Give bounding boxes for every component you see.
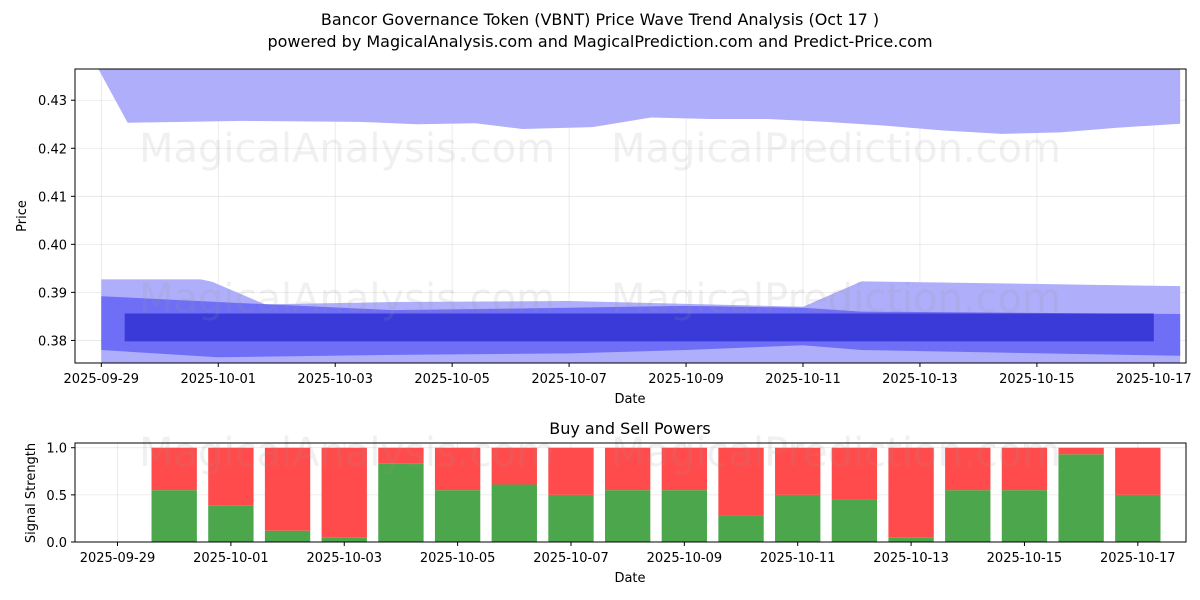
buy-bar [208, 505, 254, 542]
buy-bar [1115, 494, 1161, 542]
sell-bar [1115, 447, 1161, 495]
price-x-axis-label: Date [614, 392, 645, 407]
sell-bar [945, 447, 991, 491]
chart-title: Bancor Governance Token (VBNT) Price Wav… [320, 10, 880, 29]
buy-bar [548, 494, 594, 542]
watermark-analysis-mid: MagicalAnalysis.com [139, 276, 555, 322]
power-x-tick-label: 2025-10-15 [987, 551, 1063, 566]
power-plot-frame [74, 442, 1187, 543]
watermark-prediction-mid: MagicalPrediction.com [611, 276, 1061, 322]
sell-bar [888, 447, 934, 538]
buy-bar [1001, 490, 1048, 542]
watermark-prediction-top: MagicalPrediction.com [611, 126, 1061, 172]
watermark-analysis-bottom: MagicalAnalysis.com [139, 430, 555, 476]
power-x-tick-label: 2025-10-03 [306, 551, 382, 566]
power-chart-title: Buy and Sell Powers [549, 419, 711, 438]
price-x-tick-label: 2025-10-05 [414, 372, 490, 387]
sell-bar [661, 447, 708, 491]
sell-bar [491, 447, 537, 485]
watermark-analysis-top: MagicalAnalysis.com [139, 126, 555, 172]
price-y-tick-label: 0.38 [38, 334, 67, 349]
power-x-tick-label: 2025-10-01 [193, 551, 269, 566]
power-y-tick-label: 1.0 [46, 442, 67, 457]
power-x-tick-label: 2025-10-09 [647, 551, 723, 566]
price-x-tick-label: 2025-09-29 [64, 372, 140, 387]
sell-bar [831, 447, 878, 500]
power-x-axis-label: Date [614, 571, 645, 586]
price-x-tick-label: 2025-10-03 [297, 372, 373, 387]
price-x-tick-label: 2025-10-07 [531, 372, 607, 387]
sell-bar [378, 447, 424, 464]
price-x-tick-label: 2025-10-13 [882, 372, 958, 387]
price-y-tick-label: 0.42 [38, 142, 67, 157]
power-y-tick-label: 0.0 [46, 536, 67, 551]
buy-bar [491, 484, 537, 542]
buy-bar [888, 537, 934, 542]
sell-bar [208, 447, 254, 506]
buy-bar [604, 490, 651, 542]
sell-bar [264, 447, 311, 531]
sell-bar [151, 447, 197, 491]
price-x-tick-label: 2025-10-17 [1116, 372, 1192, 387]
price-x-tick-label: 2025-10-15 [999, 372, 1075, 387]
price-band-0 [98, 69, 1181, 134]
buy-bar [151, 490, 197, 542]
power-x-tick-label: 2025-09-29 [80, 551, 156, 566]
buy-bar [661, 490, 708, 542]
price-x-tick-label: 2025-10-09 [648, 372, 724, 387]
sell-bar [604, 447, 651, 491]
power-y-tick-label: 0.5 [46, 489, 67, 504]
power-x-tick-label: 2025-10-05 [420, 551, 496, 566]
price-y-tick-label: 0.40 [38, 238, 67, 253]
price-x-tick-label: 2025-10-01 [180, 372, 256, 387]
watermark-prediction-bottom: MagicalPrediction.com [611, 430, 1061, 476]
price-y-axis-label: Price [15, 200, 30, 232]
price-band-3 [124, 313, 1154, 342]
price-y-tick-label: 0.39 [38, 286, 67, 301]
buy-bar [264, 530, 311, 542]
buy-bar [831, 499, 878, 542]
power-x-tick-label: 2025-10-07 [533, 551, 609, 566]
buy-bar [1058, 454, 1104, 542]
power-x-tick-label: 2025-10-13 [873, 551, 949, 566]
price-y-tick-label: 0.43 [38, 94, 67, 109]
power-x-tick-label: 2025-10-11 [760, 551, 836, 566]
sell-bar [548, 447, 594, 495]
price-plot-frame [74, 68, 1187, 364]
sell-bar [1001, 447, 1048, 491]
buy-bar [321, 537, 367, 542]
buy-bar [718, 515, 764, 542]
buy-bar [945, 490, 991, 542]
chart-subtitle: powered by MagicalAnalysis.com and Magic… [267, 32, 933, 51]
sell-bar [321, 447, 367, 538]
sell-bar [1058, 447, 1104, 455]
buy-bar [434, 490, 481, 542]
buy-bar [378, 463, 424, 542]
sell-bar [434, 447, 481, 491]
price-bands [98, 69, 1181, 363]
power-y-axis-label: Signal Strength [24, 443, 39, 543]
sell-bar [718, 447, 764, 516]
power-x-tick-label: 2025-10-17 [1100, 551, 1176, 566]
buy-bar [775, 494, 821, 542]
price-x-tick-label: 2025-10-11 [765, 372, 841, 387]
price-y-tick-label: 0.41 [38, 190, 67, 205]
sell-bar [775, 447, 821, 495]
